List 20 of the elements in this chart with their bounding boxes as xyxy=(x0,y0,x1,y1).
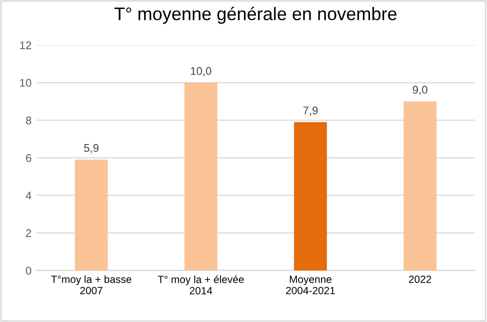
y-tick-label: 4 xyxy=(26,192,32,200)
x-tick-label: Moyenne 2004-2021 xyxy=(286,276,335,294)
y-tick-label: 0 xyxy=(26,266,32,275)
y-tick-label: 6 xyxy=(26,154,32,162)
bar xyxy=(404,101,436,270)
chart-title: T° moyenne générale en novembre xyxy=(114,6,397,24)
bar xyxy=(74,160,108,270)
x-tick-label: 2022 xyxy=(408,276,432,283)
data-label: 5,9 xyxy=(84,144,99,154)
data-label: 10,0 xyxy=(190,67,212,76)
bar xyxy=(294,122,327,270)
y-tick-label: 12 xyxy=(20,41,32,50)
bar xyxy=(184,82,218,270)
x-tick-label: T°moy la + basse 2007 xyxy=(51,275,132,294)
x-tick-label: T° moy la + élevée 2014 xyxy=(158,275,244,294)
y-tick-label: 10 xyxy=(20,78,32,87)
data-label: 7,9 xyxy=(303,106,318,116)
y-tick-label: 8 xyxy=(26,116,32,124)
data-label: 9,0 xyxy=(412,86,428,95)
y-tick-label: 2 xyxy=(26,229,32,237)
